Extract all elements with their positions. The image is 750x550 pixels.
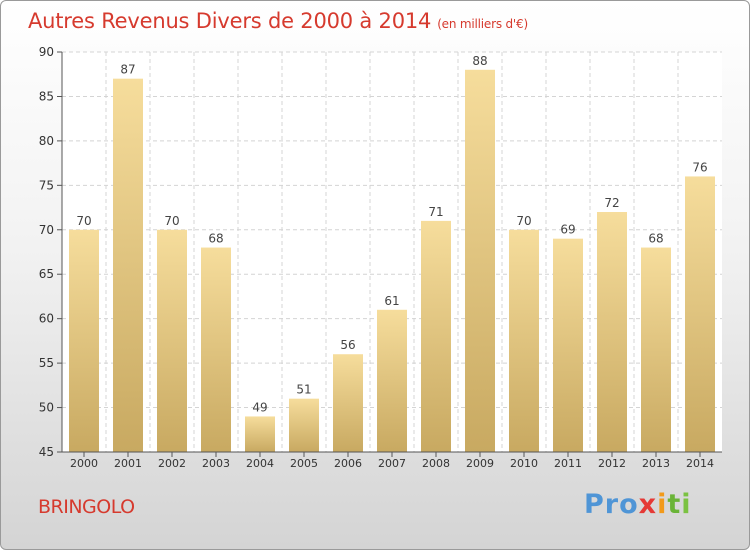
y-tick-label: 85 (39, 89, 54, 103)
bar (597, 212, 627, 452)
data-label: 70 (516, 214, 531, 228)
chart-title: Autres Revenus Divers de 2000 à 2014 (en … (28, 9, 528, 33)
bar (245, 416, 275, 452)
bar (553, 238, 583, 452)
data-label: 56 (340, 338, 355, 352)
x-tick-label: 2003 (202, 457, 230, 470)
y-tick-label: 45 (39, 445, 54, 459)
bars (69, 69, 715, 453)
bar (465, 69, 495, 453)
proxiti-logo: Proxiti (584, 489, 692, 520)
commune-name: BRINGOLO (38, 496, 135, 518)
data-label: 87 (120, 63, 135, 77)
x-tick-label: 2009 (466, 457, 494, 470)
data-label: 71 (428, 205, 443, 219)
x-tick-label: 2004 (246, 457, 274, 470)
bar (201, 247, 231, 452)
x-tick-label: 2006 (334, 457, 362, 470)
y-tick-label: 55 (39, 356, 54, 370)
bar (113, 78, 143, 453)
chart-title-text: Autres Revenus Divers de 2000 à 2014 (28, 9, 432, 33)
bar (377, 309, 407, 452)
data-label: 61 (384, 294, 399, 308)
data-label: 68 (208, 232, 223, 246)
x-tick-label: 2002 (158, 457, 186, 470)
y-tick-label: 90 (39, 45, 54, 59)
y-tick-label: 60 (39, 312, 54, 326)
data-label: 72 (604, 196, 619, 210)
data-label: 69 (560, 223, 575, 237)
x-tick-label: 2012 (598, 457, 626, 470)
y-tick-label: 80 (39, 134, 54, 148)
x-tick-label: 2013 (642, 457, 670, 470)
data-label: 76 (692, 160, 707, 174)
x-tick-label: 2007 (378, 457, 406, 470)
bar (333, 354, 363, 452)
x-tick-label: 2010 (510, 457, 538, 470)
labels: 45 50 55 60 65 70 75 80 85 90 70 2000 87 2001 70 2002 68… (39, 45, 714, 470)
y-tick-label: 75 (39, 178, 54, 192)
bar (685, 176, 715, 452)
data-label: 51 (296, 383, 311, 397)
data-label: 70 (164, 214, 179, 228)
bar (641, 247, 671, 452)
bar (509, 229, 539, 452)
axes (57, 51, 722, 457)
data-label: 70 (76, 214, 91, 228)
bar (421, 220, 451, 452)
x-tick-label: 2008 (422, 457, 450, 470)
x-tick-label: 2000 (70, 457, 98, 470)
chart-subtitle: (en milliers d'€) (437, 17, 528, 31)
x-tick-label: 2001 (114, 457, 142, 470)
data-label: 49 (252, 400, 267, 414)
data-label: 88 (472, 54, 487, 68)
y-tick-label: 50 (39, 401, 54, 415)
bar (289, 398, 319, 452)
bar (157, 229, 187, 452)
y-tick-label: 70 (39, 223, 54, 237)
data-label: 68 (648, 232, 663, 246)
bar (69, 229, 99, 452)
x-tick-label: 2014 (686, 457, 714, 470)
x-tick-label: 2011 (554, 457, 582, 470)
x-tick-label: 2005 (290, 457, 318, 470)
y-tick-label: 65 (39, 267, 54, 281)
